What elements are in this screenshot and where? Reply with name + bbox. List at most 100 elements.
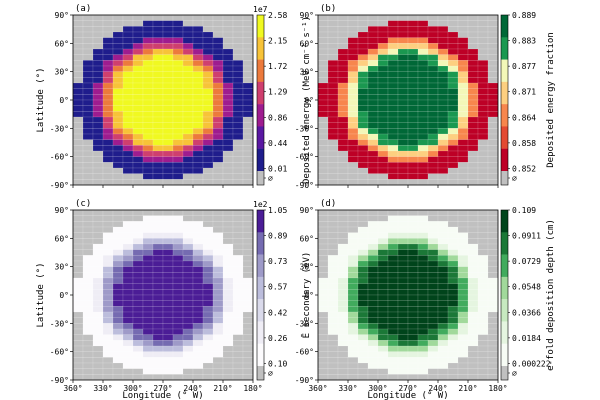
heatmap-cell: [437, 345, 449, 352]
heatmap-cell: [387, 145, 399, 152]
heatmap-cell: [377, 88, 389, 95]
heatmap-cell: [327, 300, 339, 307]
heatmap-cell: [132, 266, 144, 273]
heatmap-cell: [417, 260, 429, 267]
heatmap-cell: [92, 26, 104, 33]
heatmap-cell: [82, 82, 94, 89]
heatmap-cell: [437, 14, 449, 21]
heatmap-cell: [337, 139, 349, 146]
heatmap-cell: [102, 289, 114, 296]
heatmap-cell: [92, 226, 104, 233]
heatmap-cell: [232, 133, 244, 140]
heatmap-cell: [232, 48, 244, 55]
heatmap-cell: [222, 328, 234, 335]
heatmap-cell: [82, 221, 94, 228]
heatmap-cell: [467, 111, 479, 118]
heatmap-cell: [182, 351, 194, 358]
heatmap-cell: [407, 362, 419, 369]
heatmap-cell: [172, 345, 184, 352]
heatmap-cell: [112, 150, 124, 157]
heatmap-cell: [152, 122, 164, 129]
heatmap-cell: [132, 156, 144, 163]
heatmap-cell: [142, 243, 154, 250]
heatmap-cell: [182, 345, 194, 352]
heatmap-cell: [192, 31, 204, 38]
heatmap-cell: [212, 243, 224, 250]
heatmap-cell: [82, 173, 94, 180]
heatmap-cell: [447, 150, 459, 157]
heatmap-cell: [112, 277, 124, 284]
heatmap-cell: [132, 368, 144, 375]
heatmap-cell: [327, 249, 339, 256]
heatmap-cell: [327, 111, 339, 118]
heatmap-cell: [427, 300, 439, 307]
heatmap-cell: [337, 116, 349, 123]
heatmap-cell: [367, 221, 379, 228]
heatmap-cell: [102, 351, 114, 358]
heatmap-cell: [82, 99, 94, 106]
heatmap-cell: [122, 311, 134, 318]
heatmap-cell: [92, 179, 104, 186]
heatmap-cell: [437, 88, 449, 95]
heatmap-cell: [427, 362, 439, 369]
heatmap-cell: [377, 362, 389, 369]
heatmap-cell: [222, 20, 234, 27]
heatmap-cell: [82, 128, 94, 135]
heatmap-cell: [182, 139, 194, 146]
colorbar-segment: [501, 37, 508, 60]
heatmap-cell: [202, 294, 214, 301]
heatmap-cell: [132, 77, 144, 84]
heatmap-cell: [192, 48, 204, 55]
heatmap-cell: [202, 323, 214, 330]
heatmap-cell: [102, 150, 114, 157]
heatmap-cell: [232, 272, 244, 279]
heatmap-cell: [162, 255, 174, 262]
heatmap-cell: [192, 334, 204, 341]
x-tick-label: 270°: [398, 384, 417, 393]
heatmap-cell: [112, 266, 124, 273]
heatmap-cell: [142, 26, 154, 33]
heatmap-cell: [152, 249, 164, 256]
heatmap-cell: [202, 77, 214, 84]
heatmap-cell: [122, 43, 134, 50]
heatmap-cell: [467, 232, 479, 239]
heatmap-cell: [102, 260, 114, 267]
heatmap-cell: [192, 294, 204, 301]
heatmap-cell: [427, 334, 439, 341]
heatmap-cell: [447, 255, 459, 262]
heatmap-cell: [242, 48, 254, 55]
heatmap-cell: [327, 179, 339, 186]
heatmap-cell: [437, 328, 449, 335]
heatmap-cell: [192, 139, 204, 146]
heatmap-cell: [477, 277, 489, 284]
heatmap-cell: [82, 167, 94, 174]
heatmap-cell: [182, 145, 194, 152]
heatmap-cell: [132, 289, 144, 296]
heatmap-cell: [327, 255, 339, 262]
heatmap-cell: [457, 105, 469, 112]
heatmap-cell: [397, 249, 409, 256]
heatmap-cell: [212, 328, 224, 335]
heatmap-cell: [347, 317, 359, 324]
heatmap-cell: [152, 351, 164, 358]
heatmap-cell: [377, 226, 389, 233]
heatmap-cell: [397, 221, 409, 228]
heatmap-cell: [447, 116, 459, 123]
heatmap-cell: [337, 215, 349, 222]
heatmap-cell: [112, 116, 124, 123]
heatmap-cell: [407, 221, 419, 228]
heatmap-cell: [192, 368, 204, 375]
heatmap-cell: [377, 133, 389, 140]
heatmap-cell: [367, 99, 379, 106]
heatmap-cell: [212, 209, 224, 216]
heatmap-cell: [132, 283, 144, 290]
heatmap-cell: [242, 60, 254, 67]
heatmap-cell: [467, 88, 479, 95]
heatmap-cell: [337, 255, 349, 262]
heatmap-cell: [192, 20, 204, 27]
heatmap-cell: [417, 150, 429, 157]
heatmap-cell: [142, 77, 154, 84]
heatmap-cell: [417, 105, 429, 112]
heatmap-cell: [447, 243, 459, 250]
heatmap-cell: [82, 277, 94, 284]
